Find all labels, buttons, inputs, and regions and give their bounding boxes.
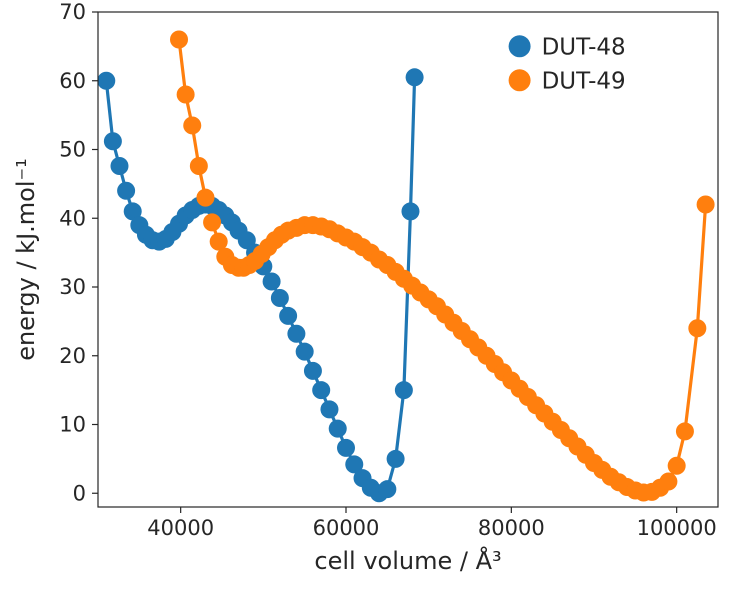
data-point xyxy=(337,439,355,457)
data-point xyxy=(196,189,214,207)
data-point xyxy=(697,196,715,214)
data-point xyxy=(104,132,122,150)
legend-marker-dut-48 xyxy=(509,35,531,57)
legend-label-dut-48: DUT-48 xyxy=(542,34,626,60)
legend-marker-dut-49 xyxy=(509,69,531,91)
data-point xyxy=(320,400,338,418)
y-tick-label: 20 xyxy=(59,344,86,368)
data-point xyxy=(271,289,289,307)
x-tick-label: 80000 xyxy=(478,516,545,540)
x-tick-label: 60000 xyxy=(313,516,380,540)
data-point xyxy=(676,422,694,440)
data-point xyxy=(177,86,195,104)
data-point xyxy=(203,213,221,231)
data-point xyxy=(279,307,297,325)
data-point xyxy=(659,473,677,491)
y-tick-label: 70 xyxy=(59,0,86,24)
x-axis-label: cell volume / Å³ xyxy=(314,546,501,575)
data-point xyxy=(287,325,305,343)
data-point xyxy=(329,420,347,438)
y-axis-label: energy / kJ.mol⁻¹ xyxy=(12,158,40,361)
chart-svg: 40000 60000 80000 100000 0 10 20 30 40 50 60 70 cell… xyxy=(0,0,743,592)
legend-label-dut-49: DUT-49 xyxy=(542,68,626,94)
y-tick-label: 30 xyxy=(59,275,86,299)
data-point xyxy=(97,72,115,90)
data-point xyxy=(378,480,396,498)
data-point xyxy=(395,381,413,399)
chart-bg xyxy=(0,0,743,592)
energy-vs-volume-chart: 40000 60000 80000 100000 0 10 20 30 40 50 60 70 cell… xyxy=(0,0,743,592)
y-tick-label: 40 xyxy=(59,206,86,230)
data-point xyxy=(401,202,419,220)
data-point xyxy=(117,182,135,200)
data-point xyxy=(668,457,686,475)
x-tick-label: 40000 xyxy=(147,516,214,540)
data-point xyxy=(183,116,201,134)
data-point xyxy=(296,343,314,361)
y-tick-label: 60 xyxy=(59,69,86,93)
data-point xyxy=(312,381,330,399)
data-point xyxy=(304,362,322,380)
data-point xyxy=(406,68,424,86)
y-tick-label: 10 xyxy=(59,413,86,437)
data-point xyxy=(170,31,188,49)
data-point xyxy=(688,319,706,337)
y-tick-label: 50 xyxy=(59,138,86,162)
data-point xyxy=(263,273,281,291)
data-point xyxy=(110,157,128,175)
y-tick-label: 0 xyxy=(73,481,86,505)
x-tick-label: 100000 xyxy=(637,516,717,540)
data-point xyxy=(190,157,208,175)
data-point xyxy=(387,450,405,468)
